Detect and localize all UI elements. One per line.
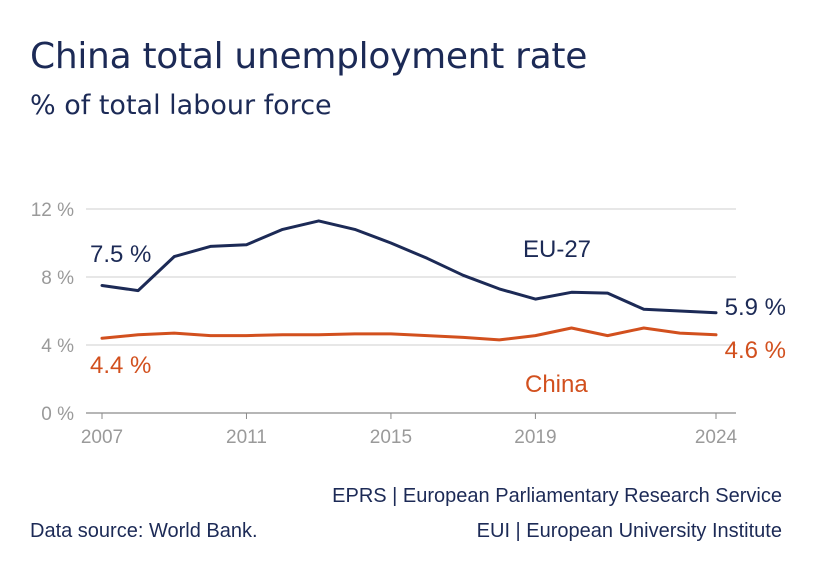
- x-tick-label: 2007: [81, 427, 123, 448]
- data-source-note: Data source: World Bank.: [30, 520, 258, 542]
- y-tick-label: 0 %: [41, 404, 74, 425]
- x-tick-label: 2011: [226, 427, 267, 448]
- eu-series-label: EU-27: [523, 236, 591, 263]
- y-tick-label: 12 %: [31, 200, 74, 221]
- y-tick-label: 8 %: [41, 268, 74, 289]
- eu-end-label: 5.9 %: [725, 294, 786, 321]
- y-tick-label: 4 %: [41, 336, 74, 357]
- eui-credit: EUI | European University Institute: [476, 520, 782, 542]
- china-series-label: China: [525, 371, 588, 398]
- eu-start-label: 7.5 %: [90, 241, 151, 268]
- series-line-eu-27: [100, 219, 718, 315]
- chart-title: China total unemployment rate: [30, 36, 588, 77]
- x-tick-label: 2024: [695, 427, 738, 448]
- x-tick-label: 2019: [514, 427, 556, 448]
- china-end-label: 4.6 %: [725, 337, 786, 364]
- series-line-china: [100, 326, 718, 342]
- china-start-label: 4.4 %: [90, 352, 151, 379]
- chart-subtitle: % of total labour force: [30, 90, 332, 121]
- x-tick-label: 2015: [370, 427, 412, 448]
- eprs-credit: EPRS | European Parliamentary Research S…: [332, 485, 782, 507]
